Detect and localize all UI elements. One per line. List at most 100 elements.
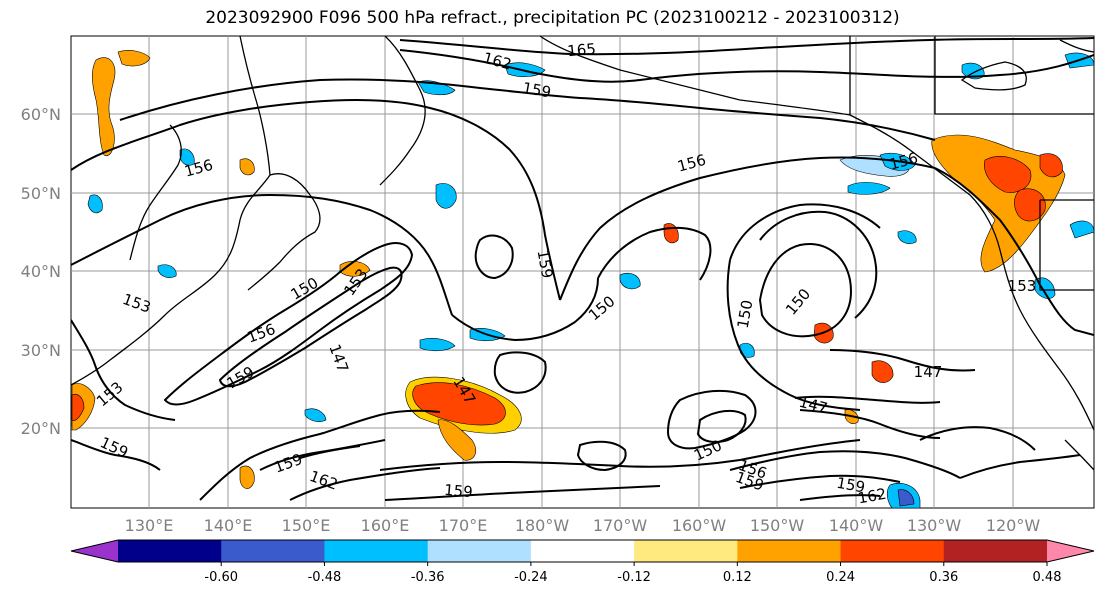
precip-area — [897, 489, 915, 507]
contour-line — [218, 266, 403, 388]
lon-label: 150°W — [750, 516, 805, 535]
contour-label: 162 — [856, 485, 887, 508]
coastlines — [71, 36, 1094, 471]
contour-line — [759, 210, 878, 319]
colorbar-tick-label: -0.36 — [411, 570, 445, 585]
contour-line — [729, 203, 881, 261]
colorbar-segment — [943, 540, 1048, 562]
lon-label: 120°W — [986, 516, 1041, 535]
contour-line — [959, 454, 1081, 479]
precip-area — [304, 408, 327, 422]
colorbar-outline — [70, 539, 1095, 563]
precip-area — [1014, 188, 1046, 222]
colorbar-tick-label: 0.24 — [826, 570, 855, 585]
lat-label: 20°N — [21, 419, 61, 438]
coastline — [71, 36, 271, 386]
latitude-labels: 60°N 50°N 40°N 30°N 20°N — [21, 105, 61, 438]
contour-line — [726, 259, 861, 411]
precip-area — [1069, 220, 1094, 239]
coastline — [1059, 39, 1094, 53]
colorbar-segment — [324, 540, 429, 562]
precip-negative-areas — [87, 52, 1094, 508]
colorbar-tick-label: -0.60 — [204, 570, 238, 585]
contour-line — [451, 277, 599, 342]
precip-area — [1039, 153, 1063, 178]
colorbar-tick-label: 0.36 — [929, 570, 958, 585]
longitude-labels: 130°E 140°E 150°E 160°E 170°E 180°W 170°… — [125, 516, 1041, 535]
lat-label: 40°N — [21, 262, 61, 281]
contour-line — [71, 193, 453, 316]
contour-line — [384, 485, 661, 501]
precip-area — [117, 50, 151, 67]
contour-line — [794, 395, 941, 404]
contour-line — [299, 445, 361, 459]
precip-area — [239, 158, 255, 176]
lon-label: 130°E — [125, 516, 174, 535]
coastline — [960, 61, 1027, 91]
contour-line — [576, 440, 627, 472]
contour-line — [199, 409, 441, 501]
colorbar-extend-low — [71, 540, 118, 562]
coastline — [247, 173, 321, 291]
contour-label: 165 — [567, 40, 597, 60]
coastline — [849, 36, 1094, 431]
precip-area — [619, 272, 641, 290]
lon-label: 160°W — [672, 516, 727, 535]
contour-line — [399, 37, 1094, 56]
colorbar-tick-label: 0.48 — [1033, 570, 1062, 585]
contour-line — [493, 351, 547, 394]
precip-area — [897, 230, 917, 244]
contour-line — [758, 243, 852, 338]
precip-area — [847, 182, 891, 195]
coastline — [379, 36, 426, 186]
coastline — [934, 36, 1094, 115]
contour-line — [559, 156, 936, 301]
colorbar: -0.60 -0.48 -0.36 -0.24 -0.12 0.12 0.24 0.36 0.4… — [70, 539, 1095, 585]
lon-label: 150°E — [282, 516, 331, 535]
lat-label: 30°N — [21, 341, 61, 360]
lat-label: 60°N — [21, 105, 61, 124]
contour-line — [163, 242, 414, 406]
precip-positive-areas — [71, 50, 1066, 489]
contour-label: 159 — [534, 248, 557, 279]
contour-line — [799, 409, 941, 439]
contour-line — [934, 167, 1094, 336]
precip-area — [157, 264, 177, 278]
precip-area — [871, 360, 894, 383]
coastline — [539, 36, 851, 116]
plot-area — [70, 35, 1095, 509]
graticule — [71, 36, 1094, 508]
colorbar-segment — [118, 540, 222, 562]
contour-line — [289, 467, 441, 501]
lon-label: 170°E — [439, 516, 488, 535]
contour-label: 153 — [1008, 277, 1037, 295]
contour-line — [119, 78, 936, 141]
contour-line — [71, 439, 161, 471]
precip-area — [437, 419, 476, 461]
map-title: 2023092900 F096 500 hPa refract., precip… — [205, 8, 900, 28]
precip-area — [71, 393, 85, 421]
lon-label: 130°W — [907, 516, 962, 535]
contour-line — [729, 450, 961, 479]
precip-area — [87, 194, 103, 214]
colorbar-segment — [530, 540, 635, 562]
contour-label: 147 — [914, 363, 943, 381]
colorbar-tick-label: -0.24 — [514, 570, 548, 585]
contour-line — [799, 494, 881, 501]
colorbar-tick-label: -0.12 — [617, 570, 651, 585]
contour-line — [919, 426, 1036, 451]
contour-line — [597, 226, 712, 281]
colorbar-extend-high — [1047, 540, 1094, 562]
contour-label: 150 — [734, 298, 757, 329]
precip-area — [417, 80, 456, 96]
precip-area — [984, 156, 1032, 193]
lon-label: 140°E — [204, 516, 253, 535]
precip-area — [91, 57, 116, 157]
refractivity-contours — [71, 37, 1094, 501]
contour-line — [71, 99, 561, 301]
lon-label: 170°W — [593, 516, 648, 535]
lat-label: 50°N — [21, 184, 61, 203]
colorbar-tick-label: -0.48 — [308, 570, 342, 585]
contour-label: 159 — [521, 79, 552, 102]
colorbar-tick-label: 0.12 — [723, 570, 752, 585]
